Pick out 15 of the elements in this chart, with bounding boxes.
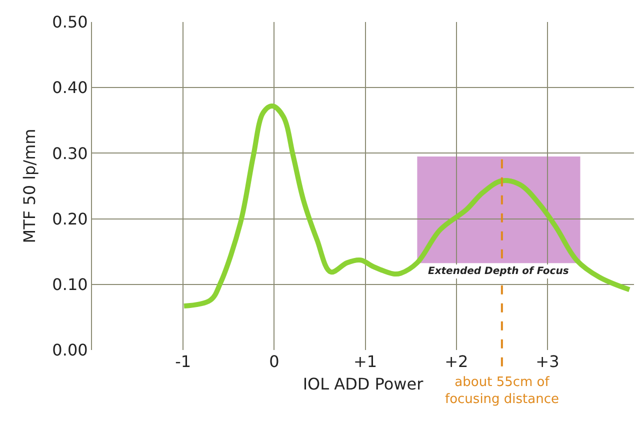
y-axis-title: MTF 50 lp/mm bbox=[20, 128, 40, 244]
x-tick-label: 0 bbox=[269, 352, 280, 371]
y-tick-label: 0.10 bbox=[52, 275, 88, 294]
x-tick-label: -1 bbox=[175, 352, 192, 371]
y-tick-label: 0.20 bbox=[52, 209, 88, 228]
y-tick-label: 0.00 bbox=[52, 340, 88, 360]
y-tick-label: 0.50 bbox=[52, 12, 88, 32]
band-label: Extended Depth of Focus bbox=[428, 266, 569, 277]
y-tick-label: 0.30 bbox=[52, 144, 88, 163]
x-tick-label: +2 bbox=[444, 352, 468, 371]
x-axis-title: IOL ADD Power bbox=[302, 374, 424, 394]
ref-line-label: about 55cm of focusing distance bbox=[445, 375, 560, 407]
x-tick-label: +3 bbox=[536, 352, 560, 371]
y-tick-label: 0.40 bbox=[52, 78, 88, 98]
x-tick-label: +1 bbox=[353, 352, 378, 371]
